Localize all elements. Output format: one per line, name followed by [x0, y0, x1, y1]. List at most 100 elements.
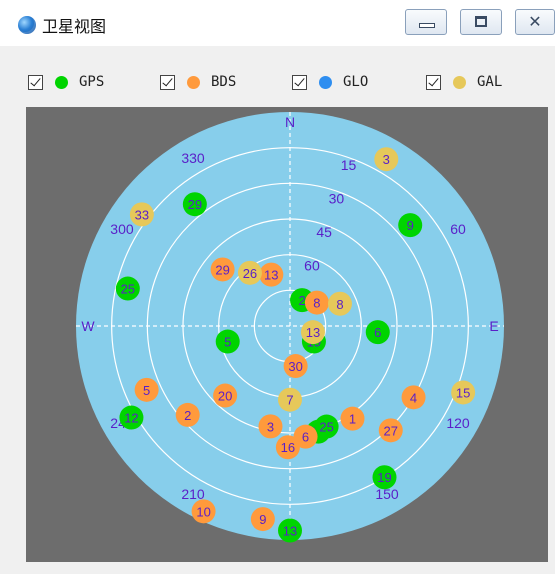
direction-label-w: W: [81, 318, 95, 334]
satellite-bds-1[interactable]: 1: [340, 406, 365, 431]
satellite-prn-label: 9: [407, 218, 414, 233]
satellite-prn-label: 20: [218, 389, 232, 404]
cross-axes: [76, 112, 504, 540]
satellite-gps-19[interactable]: 19: [372, 465, 397, 490]
satellite-gps-25[interactable]: 25: [314, 414, 339, 439]
satellite-gal-13[interactable]: 13: [300, 320, 325, 345]
satellite-prn-label: 30: [288, 359, 302, 374]
satellite-prn-label: 16: [281, 440, 295, 455]
satellite-marker: [237, 260, 262, 285]
satellite-gps-9[interactable]: 9: [398, 213, 423, 238]
satellite-marker: [365, 320, 390, 345]
satellite-gal-26[interactable]: 26: [237, 260, 262, 285]
satellite-prn-label: 27: [384, 423, 398, 438]
satellite-gps-29[interactable]: 29: [182, 192, 207, 217]
satellite-prn-label: 25: [319, 420, 333, 435]
satellite-bds-6[interactable]: 6: [293, 424, 318, 449]
satellite-prn-label: 13: [283, 523, 297, 538]
legend-item-gps[interactable]: GPS: [28, 72, 104, 92]
satellite-marker: [378, 418, 403, 443]
satellite-bds-4[interactable]: 4: [401, 385, 426, 410]
system-filter-legend: GPS BDS GLO GAL: [0, 62, 555, 102]
satellite-marker: [213, 383, 238, 408]
satellite-gps-6[interactable]: 6: [365, 320, 390, 345]
satellite-gps-25[interactable]: 25: [115, 276, 140, 301]
satellite-gps-12[interactable]: 12: [119, 405, 144, 430]
satellite-gal-3[interactable]: 3: [374, 147, 399, 172]
satellite-bds-13[interactable]: 13: [259, 262, 284, 287]
title-bar: 卫星视图 ✕: [0, 0, 555, 46]
satellite-prn-label: 5: [224, 335, 231, 350]
satellite-prn-label: 6: [374, 325, 381, 340]
close-button[interactable]: ✕: [515, 9, 555, 35]
satellite-gps-5[interactable]: 5: [215, 329, 240, 354]
satellite-gal-15[interactable]: 15: [451, 380, 476, 405]
satellite-prn-label: 13: [306, 325, 320, 340]
legend-item-glo[interactable]: GLO: [292, 72, 368, 92]
satellite-marker: [304, 290, 329, 315]
azimuth-label: 300: [110, 221, 134, 237]
satellite-gal-33[interactable]: 33: [129, 202, 154, 227]
satellite-bds-2[interactable]: 2: [175, 402, 200, 427]
satellite-prn-label: 12: [124, 411, 138, 426]
satellite-prn-label: 26: [243, 266, 257, 281]
satellite-bds-29[interactable]: 29: [210, 257, 235, 282]
satellite-marker: [129, 202, 154, 227]
satellite-marker: [191, 499, 216, 524]
gps-dot-icon: [55, 75, 68, 89]
satellite-prn-label: 29: [188, 197, 202, 212]
satellites: 2992525619121319992529138305202361614271…: [115, 147, 476, 543]
satellite-gal-7[interactable]: 7: [278, 387, 302, 412]
bds-label: BDS: [211, 74, 237, 90]
satellite-marker: [175, 402, 200, 427]
satellite-prn-label: 25: [121, 282, 135, 297]
satellite-bds-3[interactable]: 3: [258, 414, 283, 439]
glo-dot-icon: [319, 75, 332, 89]
glo-checkbox[interactable]: [292, 74, 307, 90]
satellite-marker: [182, 192, 207, 217]
satellite-marker: [250, 507, 275, 532]
satellite-prn-label: 3: [383, 152, 390, 167]
satellite-marker: [275, 435, 300, 460]
satellite-marker: [258, 414, 283, 439]
elevation-label: 60: [304, 258, 320, 274]
satellite-prn-label: 1: [349, 412, 356, 427]
satellite-bds-8[interactable]: 8: [304, 290, 329, 315]
gal-checkbox[interactable]: [426, 74, 441, 90]
satellite-gal-8[interactable]: 8: [327, 291, 352, 316]
satellite-marker: [278, 387, 302, 412]
satellite-gps-13[interactable]: 13: [278, 518, 302, 543]
legend-item-bds[interactable]: BDS: [160, 72, 236, 92]
gps-checkbox[interactable]: [28, 74, 43, 90]
gal-dot-icon: [453, 75, 466, 89]
satellite-bds-5[interactable]: 5: [134, 377, 159, 402]
satellite-marker: [283, 354, 308, 379]
satellite-bds-9[interactable]: 9: [250, 507, 275, 532]
minimize-icon: [419, 23, 435, 28]
minimize-button[interactable]: [405, 9, 447, 35]
azimuth-label: 210: [181, 486, 205, 502]
satellite-prn-label: 15: [456, 385, 470, 400]
satellite-bds-27[interactable]: 27: [378, 418, 403, 443]
satellite-marker: [314, 414, 339, 439]
satellite-marker: [115, 276, 140, 301]
satellite-bds-30[interactable]: 30: [283, 354, 308, 379]
satellite-prn-label: 13: [264, 268, 278, 283]
bds-checkbox[interactable]: [160, 74, 175, 90]
azimuth-label: 150: [375, 486, 399, 502]
satellite-marker: [259, 262, 284, 287]
satellite-marker: [278, 518, 302, 543]
satellite-marker: [119, 405, 144, 430]
legend-item-gal[interactable]: GAL: [426, 72, 502, 92]
elevation-label: 15: [341, 157, 357, 173]
satellite-bds-16[interactable]: 16: [275, 435, 300, 460]
satellite-prn-label: 8: [336, 297, 343, 312]
gps-label: GPS: [79, 74, 105, 90]
gal-label: GAL: [477, 74, 503, 90]
satellite-bds-20[interactable]: 20: [213, 383, 238, 408]
satellite-bds-10[interactable]: 10: [191, 499, 216, 524]
satellite-marker: [134, 377, 159, 402]
maximize-button[interactable]: [460, 9, 502, 35]
bds-dot-icon: [187, 75, 200, 89]
